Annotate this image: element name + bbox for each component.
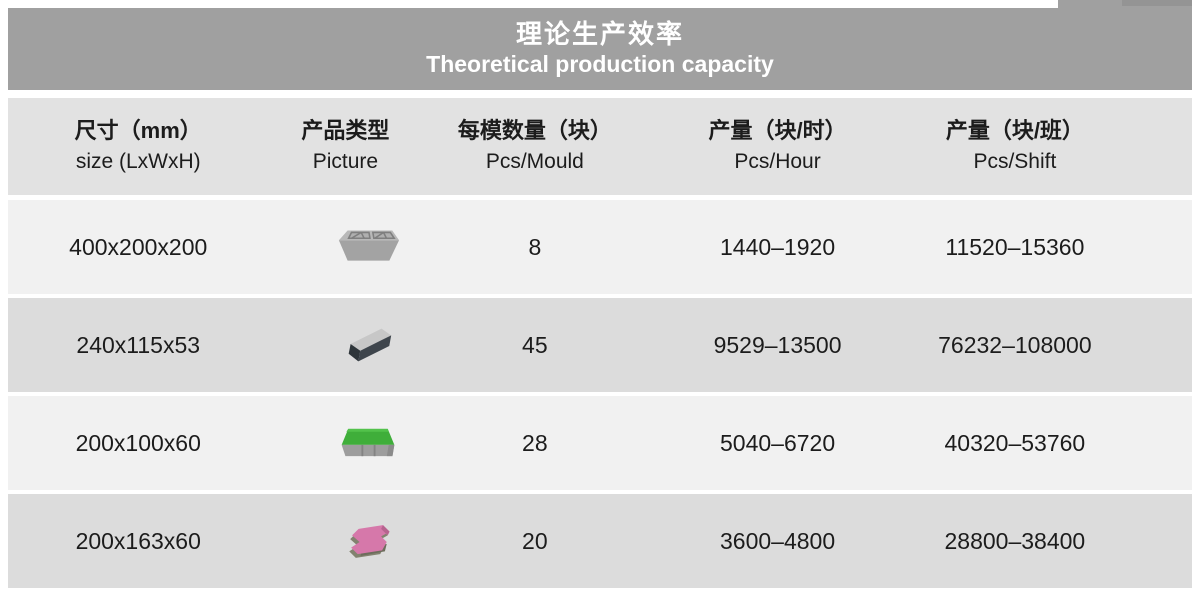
table-row-200x100x60: 200x100x60 28 5040–6720 40320–53760 bbox=[8, 396, 1192, 490]
hollow-block-icon bbox=[335, 226, 401, 268]
pcs-hour-cell: 3600–4800 bbox=[720, 527, 836, 554]
table-row-240x115x53: 240x115x53 45 9529–13500 76232–108000 bbox=[8, 298, 1192, 392]
pink-interlock-paver-icon bbox=[338, 518, 398, 564]
pcs-hour-cell: 1440–1920 bbox=[720, 233, 836, 260]
pcs-mould-cell: 8 bbox=[528, 233, 542, 260]
pcs-mould-cell: 45 bbox=[522, 331, 548, 358]
table-header-row: 尺寸（mm） size (LxWxH) 产品类型 Picture 每模数量（块）… bbox=[8, 98, 1192, 195]
picture-cell bbox=[268, 200, 422, 294]
page-title-zh: 理论生产效率 bbox=[515, 18, 684, 49]
pcs-shift-cell: 28800–38400 bbox=[944, 527, 1086, 554]
table-title-band: 理论生产效率 Theoretical production capacity bbox=[8, 8, 1192, 90]
pcs-hour-cell: 9529–13500 bbox=[713, 331, 842, 358]
table-row-200x163x60: 200x163x60 20 3600–4800 28800–38400 bbox=[8, 494, 1192, 588]
table-row-400x200x200: 400x200x200 8 1440–1920 11520–15360 bbox=[8, 200, 1192, 294]
pcs-hour-cell: 5040–6720 bbox=[720, 429, 836, 456]
column-header-pcs-shift: 产量（块/班） Pcs/Shift bbox=[908, 98, 1192, 195]
pcs-shift-cell: 11520–15360 bbox=[945, 233, 1085, 260]
column-header-size: 尺寸（mm） size (LxWxH) bbox=[8, 98, 268, 195]
pcs-shift-cell: 76232–108000 bbox=[938, 331, 1092, 358]
size-cell: 240x115x53 bbox=[76, 331, 201, 358]
column-header-size-zh: 尺寸（mm） bbox=[74, 118, 202, 144]
size-cell: 200x163x60 bbox=[75, 527, 201, 554]
pcs-shift-cell: 40320–53760 bbox=[944, 429, 1086, 456]
picture-cell bbox=[268, 396, 422, 490]
title-band-top-notch bbox=[1122, 0, 1192, 6]
column-header-pcs-mould-en: Pcs/Mould bbox=[485, 150, 584, 174]
column-header-pcs-hour-zh: 产量（块/时） bbox=[708, 118, 847, 144]
pcs-mould-cell: 28 bbox=[522, 429, 548, 456]
green-paver-icon bbox=[336, 424, 400, 462]
column-header-picture-zh: 产品类型 bbox=[301, 118, 390, 144]
solid-brick-icon bbox=[339, 323, 397, 367]
picture-cell bbox=[268, 494, 422, 588]
pcs-mould-cell: 20 bbox=[522, 527, 548, 554]
column-header-pcs-mould: 每模数量（块） Pcs/Mould bbox=[422, 98, 647, 195]
size-cell: 400x200x200 bbox=[69, 233, 208, 260]
column-header-pcs-shift-zh: 产量（块/班） bbox=[945, 118, 1084, 144]
picture-cell bbox=[268, 298, 422, 392]
column-header-picture: 产品类型 Picture bbox=[268, 98, 422, 195]
column-header-size-en: size (LxWxH) bbox=[75, 150, 201, 174]
size-cell: 200x100x60 bbox=[75, 429, 201, 456]
column-header-pcs-hour: 产量（块/时） Pcs/Hour bbox=[647, 98, 907, 195]
page-title-en: Theoretical production capacity bbox=[426, 51, 774, 78]
column-header-picture-en: Picture bbox=[312, 150, 379, 174]
column-header-pcs-hour-en: Pcs/Hour bbox=[734, 150, 821, 174]
column-header-pcs-shift-en: Pcs/Shift bbox=[973, 150, 1057, 174]
column-header-pcs-mould-zh: 每模数量（块） bbox=[457, 118, 612, 144]
